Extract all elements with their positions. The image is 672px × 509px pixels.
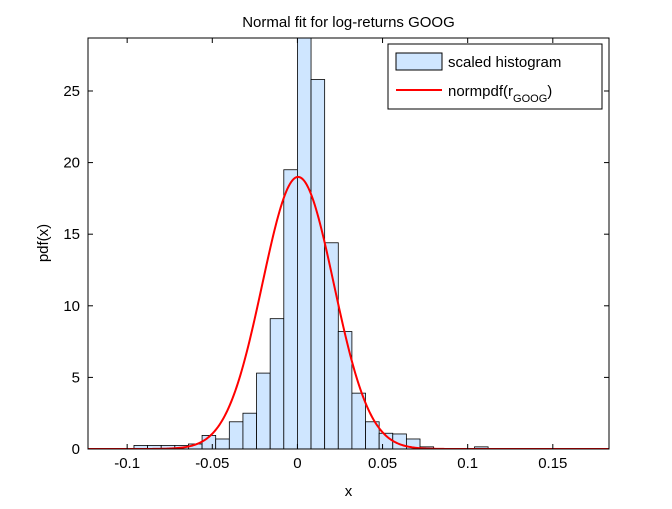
histogram-bar [405,438,421,449]
y-tick-label: 25 [63,83,80,100]
normal-fit-curve-group [88,175,609,449]
histogram-bar [351,392,366,449]
legend-curve-label-suffix: ) [547,83,552,100]
x-tick-label: 0.1 [457,455,478,472]
y-tick-label: 15 [63,226,80,243]
legend: scaled histogram normpdf(rGOOG) [387,43,603,110]
x-axis-label: x [345,483,353,500]
y-axis-ticks: 0 5 10 15 20 25 [63,83,609,458]
x-tick-label: 0.05 [368,455,397,472]
y-tick-label: 5 [72,369,80,386]
legend-curve-label: normpdf(rGOOG) [448,83,552,105]
y-tick-label: 20 [63,155,80,172]
histogram-bar [283,169,298,449]
x-axis-ticks: -0.1 -0.05 0 0.05 0.1 0.15 [114,38,567,472]
chart-title: Normal fit for log-returns GOOG [242,14,455,31]
histogram-bar [310,79,326,449]
histogram-bar [297,38,312,449]
histogram-bar [269,318,285,449]
normal-fit-curve [88,175,609,449]
x-tick-label: -0.1 [114,455,140,472]
legend-histogram-label: scaled histogram [448,54,561,71]
histogram-bar [474,446,489,449]
histogram-bar [215,438,230,449]
histogram-bar [337,331,353,449]
y-axis-label: pdf(x) [35,224,52,262]
legend-curve-label-prefix: normpdf(r [448,83,513,100]
y-tick-label: 10 [63,298,80,315]
histogram-bars [133,38,489,449]
legend-curve-label-subscript: GOOG [513,93,547,105]
y-tick-label: 0 [72,441,80,458]
histogram-bar [228,421,244,449]
legend-histogram-swatch [395,52,443,71]
histogram-bar [242,412,257,449]
x-tick-label: 0 [293,455,301,472]
x-tick-label: 0.15 [538,455,567,472]
histogram-bar [256,372,271,449]
plot-frame [87,37,610,450]
x-tick-label: -0.05 [195,455,229,472]
